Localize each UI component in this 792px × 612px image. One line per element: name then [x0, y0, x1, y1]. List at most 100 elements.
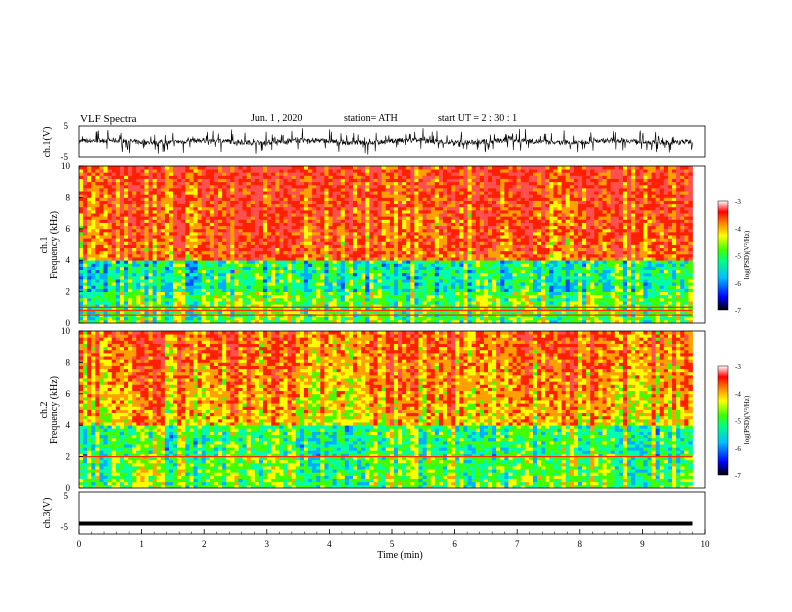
- spectrogram-cell: [426, 172, 432, 176]
- spectrogram-cell: [254, 301, 260, 305]
- spectrogram-cell: [426, 279, 432, 283]
- spectrogram-cell: [332, 178, 338, 183]
- spectrogram-cell: [168, 184, 174, 189]
- spectrogram-cell: [140, 307, 145, 311]
- spectrogram-cell: [258, 166, 264, 170]
- spectrogram-cell: [340, 191, 346, 195]
- spectrogram-cell: [246, 297, 252, 302]
- spectrogram-cell: [230, 253, 235, 258]
- spectrogram-cell: [168, 247, 174, 252]
- spectrogram-cell: [414, 275, 419, 280]
- spectrogram-cell: [373, 228, 378, 233]
- spectrogram-cell: [299, 209, 305, 214]
- spectrogram-cell: [152, 241, 158, 245]
- spectrogram-cell: [353, 275, 358, 280]
- spectrogram-cell: [357, 235, 362, 239]
- spectrogram-cell: [324, 282, 329, 286]
- spectrogram-cell: [353, 307, 358, 311]
- spectrogram-cell: [258, 319, 264, 324]
- spectrogram-cell: [447, 307, 452, 311]
- spectrogram-cell: [467, 184, 473, 189]
- spectrogram-cell: [443, 169, 448, 173]
- spectrogram-cell: [218, 216, 223, 220]
- spectrogram-cell: [328, 250, 333, 255]
- spectrogram-cell: [271, 213, 276, 217]
- spectrogram-cell: [299, 222, 305, 227]
- spectrogram-cell: [299, 282, 305, 286]
- spectrogram-cell: [132, 297, 137, 302]
- spectrogram-cell: [263, 310, 268, 314]
- spectrogram-cell: [377, 291, 383, 296]
- spectrogram-cell: [393, 316, 399, 321]
- spectrogram-cell: [365, 216, 370, 220]
- spectrogram-cell: [369, 253, 374, 258]
- spectrogram-cell: [410, 316, 415, 321]
- spectrogram-cell: [99, 247, 104, 252]
- spectrogram-cell: [156, 197, 162, 201]
- spectrogram-cell: [136, 169, 141, 173]
- spectrogram-cell: [385, 247, 391, 252]
- spectrogram-cell: [238, 187, 243, 192]
- spectrogram-cell: [479, 184, 485, 189]
- spectrogram-cell: [222, 225, 227, 230]
- spectrogram-cell: [279, 297, 284, 302]
- spectrogram-cell: [193, 307, 199, 311]
- spectrogram-cell: [95, 260, 100, 264]
- spectrogram-cell: [299, 187, 305, 192]
- spectrogram-cell: [160, 209, 166, 214]
- spectrogram-cell: [410, 225, 415, 230]
- spectrogram-cell: [357, 307, 362, 311]
- spectrogram-cell: [222, 187, 227, 192]
- spectrogram-cell: [369, 316, 374, 321]
- spectrogram-cell: [299, 197, 305, 201]
- spectrogram-cell: [213, 169, 219, 173]
- spectrogram-cell: [115, 282, 121, 286]
- spectrogram-cell: [291, 269, 297, 274]
- spectrogram-cell: [213, 191, 219, 195]
- spectrogram-cell: [242, 238, 248, 242]
- spectrogram-cell: [299, 250, 305, 255]
- spectrogram-cell: [254, 266, 260, 271]
- spectrogram-cell: [332, 316, 338, 321]
- spectrogram-cell: [381, 285, 387, 289]
- spectrogram-cell: [348, 187, 354, 192]
- spectrogram-cell: [279, 222, 284, 227]
- spectrogram-cell: [463, 228, 468, 233]
- spectrogram-cell: [128, 307, 133, 311]
- spectrogram-cell: [140, 257, 145, 261]
- spectrogram-cell: [422, 266, 428, 271]
- spectrogram-cell: [373, 219, 378, 223]
- spectrogram-cell: [414, 206, 419, 211]
- spectrogram-cell: [222, 285, 227, 289]
- spectrogram-cell: [336, 279, 342, 283]
- spectrogram-cell: [434, 197, 440, 201]
- spectrogram-cell: [295, 181, 301, 186]
- spectrogram-cell: [328, 275, 333, 280]
- spectrogram-cell: [83, 282, 88, 286]
- spectrogram-cell: [418, 260, 423, 264]
- spectrogram-cell: [377, 216, 383, 220]
- spectrogram-cell: [340, 269, 346, 274]
- spectrogram-cell: [393, 285, 399, 289]
- spectrogram-cell: [177, 225, 182, 230]
- spectrogram-cell: [250, 178, 256, 183]
- spectrogram-cell: [87, 257, 92, 261]
- spectrogram-cell: [119, 288, 125, 292]
- spectrogram-cell: [361, 247, 366, 252]
- spectrogram-cell: [189, 206, 194, 211]
- spectrogram-cell: [393, 187, 399, 192]
- spectrogram-cell: [209, 222, 215, 227]
- spectrogram-cell: [79, 297, 84, 302]
- spectrogram-cell: [463, 203, 468, 208]
- spectrogram-cell: [189, 200, 194, 205]
- spectrogram-cell: [254, 260, 260, 264]
- spectrogram-cell: [209, 310, 215, 314]
- spectrogram-cell: [328, 169, 333, 173]
- spectrogram-cell: [430, 269, 436, 274]
- spectrogram-cell: [123, 206, 129, 211]
- spectrogram-cell: [177, 228, 182, 233]
- spectrogram-cell: [426, 222, 432, 227]
- spectrogram-cell: [418, 294, 423, 299]
- spectrogram-cell: [197, 244, 203, 249]
- spectrogram-cell: [181, 285, 186, 289]
